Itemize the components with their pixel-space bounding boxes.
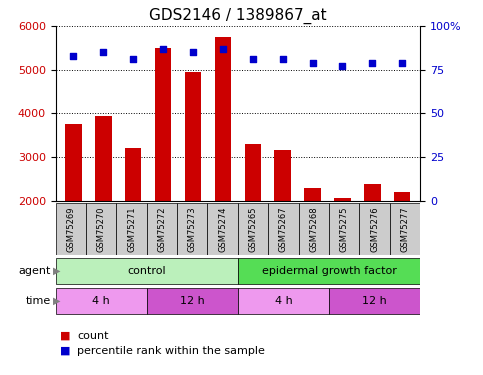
Text: GSM75267: GSM75267 (279, 206, 288, 252)
Text: GSM75275: GSM75275 (340, 206, 349, 252)
Bar (238, 258, 420, 284)
Point (309, 60, 316, 66)
Text: GSM75277: GSM75277 (400, 206, 410, 252)
Point (70, 53, 77, 59)
Text: 4 h: 4 h (92, 296, 110, 306)
Point (159, 46, 167, 52)
Text: 12 h: 12 h (180, 296, 205, 306)
Bar (238, 288, 329, 314)
Bar (329, 202, 359, 255)
Point (279, 56, 286, 62)
Text: 4 h: 4 h (275, 296, 292, 306)
Bar (268, 202, 298, 255)
Bar (208, 202, 238, 255)
Text: GSM75276: GSM75276 (370, 206, 379, 252)
Text: epidermal growth factor: epidermal growth factor (262, 266, 397, 276)
Bar (329, 288, 420, 314)
Point (398, 60, 406, 66)
Bar (86, 202, 116, 255)
Bar (155, 48, 171, 201)
Title: GDS2146 / 1389867_at: GDS2146 / 1389867_at (149, 7, 327, 24)
Text: GSM75265: GSM75265 (249, 206, 257, 252)
Bar (359, 202, 390, 255)
Bar (56, 202, 86, 255)
Bar (147, 288, 238, 314)
Bar (65, 124, 82, 201)
Text: percentile rank within the sample: percentile rank within the sample (77, 346, 265, 355)
Text: GSM75274: GSM75274 (218, 206, 227, 252)
Point (339, 63, 346, 69)
Bar (56, 258, 238, 284)
Bar (364, 184, 381, 201)
Text: time: time (26, 296, 51, 306)
Bar (116, 202, 147, 255)
Bar (147, 202, 177, 255)
Bar (394, 192, 411, 201)
Bar (274, 150, 291, 201)
Text: GSM75270: GSM75270 (97, 206, 106, 252)
Text: GSM75272: GSM75272 (157, 206, 167, 252)
Point (249, 56, 256, 62)
Bar (334, 198, 351, 201)
Text: ■: ■ (60, 331, 71, 340)
Point (99, 50, 107, 55)
Bar (238, 202, 268, 255)
Bar (244, 144, 261, 201)
Text: ■: ■ (60, 346, 71, 355)
Text: GSM75271: GSM75271 (127, 206, 136, 252)
Bar (298, 202, 329, 255)
Bar (390, 202, 420, 255)
Bar (304, 188, 321, 201)
Text: control: control (128, 266, 166, 276)
Bar (125, 148, 142, 201)
Text: count: count (77, 331, 109, 340)
Bar (185, 72, 201, 201)
Text: 12 h: 12 h (362, 296, 387, 306)
Bar (177, 202, 208, 255)
Point (219, 46, 227, 52)
Bar (215, 37, 231, 201)
Point (189, 50, 197, 55)
Text: ▶: ▶ (53, 296, 61, 306)
Text: GSM75269: GSM75269 (66, 206, 75, 252)
Point (129, 56, 137, 62)
Text: ▶: ▶ (53, 266, 61, 276)
Point (369, 60, 376, 66)
Bar (56, 288, 147, 314)
Text: GSM75268: GSM75268 (309, 206, 318, 252)
Text: GSM75273: GSM75273 (188, 206, 197, 252)
Text: agent: agent (18, 266, 51, 276)
Bar (95, 116, 112, 201)
